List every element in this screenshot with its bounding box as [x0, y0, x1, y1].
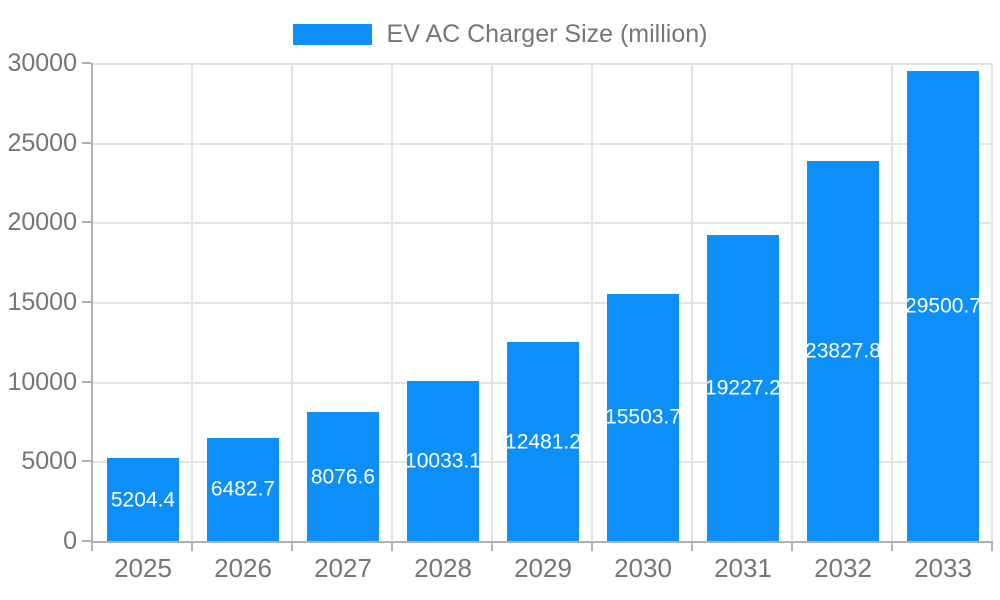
- bar[interactable]: 5204.4: [107, 458, 179, 541]
- y-axis-tick: [82, 301, 91, 303]
- bar-value-label: 15503.7: [607, 405, 679, 429]
- legend-item[interactable]: EV AC Charger Size (million): [0, 22, 1000, 47]
- y-axis-tick: [82, 141, 91, 144]
- x-axis-tick: [291, 543, 293, 551]
- y-axis-tick-label: 15000: [7, 288, 77, 316]
- x-axis-tick-label: 2031: [714, 553, 772, 583]
- grid-line-vertical: [991, 63, 993, 541]
- bar[interactable]: 15503.7: [607, 293, 679, 541]
- x-axis-tick: [591, 543, 593, 551]
- x-axis-tick-label: 2029: [514, 553, 572, 583]
- x-axis-tick-label: 2032: [814, 553, 872, 583]
- y-axis-tick: [82, 221, 91, 224]
- bar-value-label: 8076.6: [310, 465, 376, 489]
- y-axis-tick-label: 25000: [7, 128, 77, 157]
- y-axis-line: [91, 63, 93, 551]
- grid-line-vertical: [591, 63, 593, 541]
- x-axis-line: [91, 541, 993, 543]
- bar[interactable]: 10033.1: [407, 381, 479, 541]
- y-axis-tick-label: 10000: [7, 367, 77, 396]
- grid-line-horizontal: [93, 142, 993, 145]
- y-axis-tick: [82, 540, 91, 542]
- y-axis-tick-label: 5000: [21, 447, 77, 476]
- y-axis-tick: [82, 460, 91, 463]
- legend-label: EV AC Charger Size (million): [386, 20, 708, 48]
- bar-value-label: 10033.1: [407, 449, 479, 473]
- x-axis-tick-label: 2025: [114, 553, 172, 583]
- grid-line-vertical: [191, 63, 193, 541]
- x-axis-tick-label: 2030: [614, 553, 672, 583]
- bar-value-label: 23827.8: [807, 339, 879, 363]
- bar[interactable]: 23827.8: [807, 161, 879, 541]
- bar-value-label: 12481.2: [507, 430, 579, 454]
- x-axis-tick: [791, 543, 793, 551]
- x-axis-tick: [891, 543, 893, 551]
- legend-swatch: [292, 24, 372, 45]
- x-axis-tick: [691, 543, 693, 551]
- grid-line-vertical: [291, 63, 293, 541]
- bar-value-label: 29500.7: [907, 294, 979, 318]
- x-axis-tick: [491, 543, 493, 551]
- bar-value-label: 6482.7: [210, 477, 276, 501]
- x-axis-tick-label: 2033: [914, 553, 972, 583]
- x-axis-tick-label: 2026: [214, 553, 272, 583]
- x-axis-tick: [191, 543, 193, 551]
- grid-line-horizontal: [93, 63, 993, 65]
- y-axis-tick: [82, 380, 91, 383]
- bar[interactable]: 6482.7: [207, 437, 279, 541]
- plot-area: 0 5000 10000 15000 20000 25000 30000 5204.4 2025…: [7, 51, 993, 581]
- grid-line-vertical: [391, 63, 393, 541]
- bar[interactable]: 8076.6: [307, 412, 379, 541]
- grid-line-vertical: [691, 63, 693, 541]
- y-axis-tick-label: 20000: [7, 208, 77, 237]
- x-axis-tick: [391, 543, 393, 551]
- y-axis-tick-label: 0: [63, 527, 77, 555]
- bar[interactable]: 12481.2: [507, 342, 579, 541]
- y-axis-tick-label: 30000: [7, 49, 77, 77]
- bar[interactable]: 29500.7: [907, 70, 979, 541]
- x-axis-tick-label: 2027: [314, 553, 372, 583]
- y-axis-tick: [82, 62, 91, 64]
- grid-line-vertical: [891, 63, 893, 541]
- grid-line-vertical: [491, 63, 493, 541]
- x-axis-tick: [991, 543, 993, 551]
- grid-line-horizontal: [93, 222, 993, 225]
- bar[interactable]: 19227.2: [707, 234, 779, 541]
- grid-line-horizontal: [93, 302, 993, 304]
- grid-line-vertical: [791, 63, 793, 541]
- x-axis-tick-label: 2028: [414, 553, 472, 583]
- bar-value-label: 5204.4: [110, 488, 176, 512]
- bar-value-label: 19227.2: [707, 376, 779, 400]
